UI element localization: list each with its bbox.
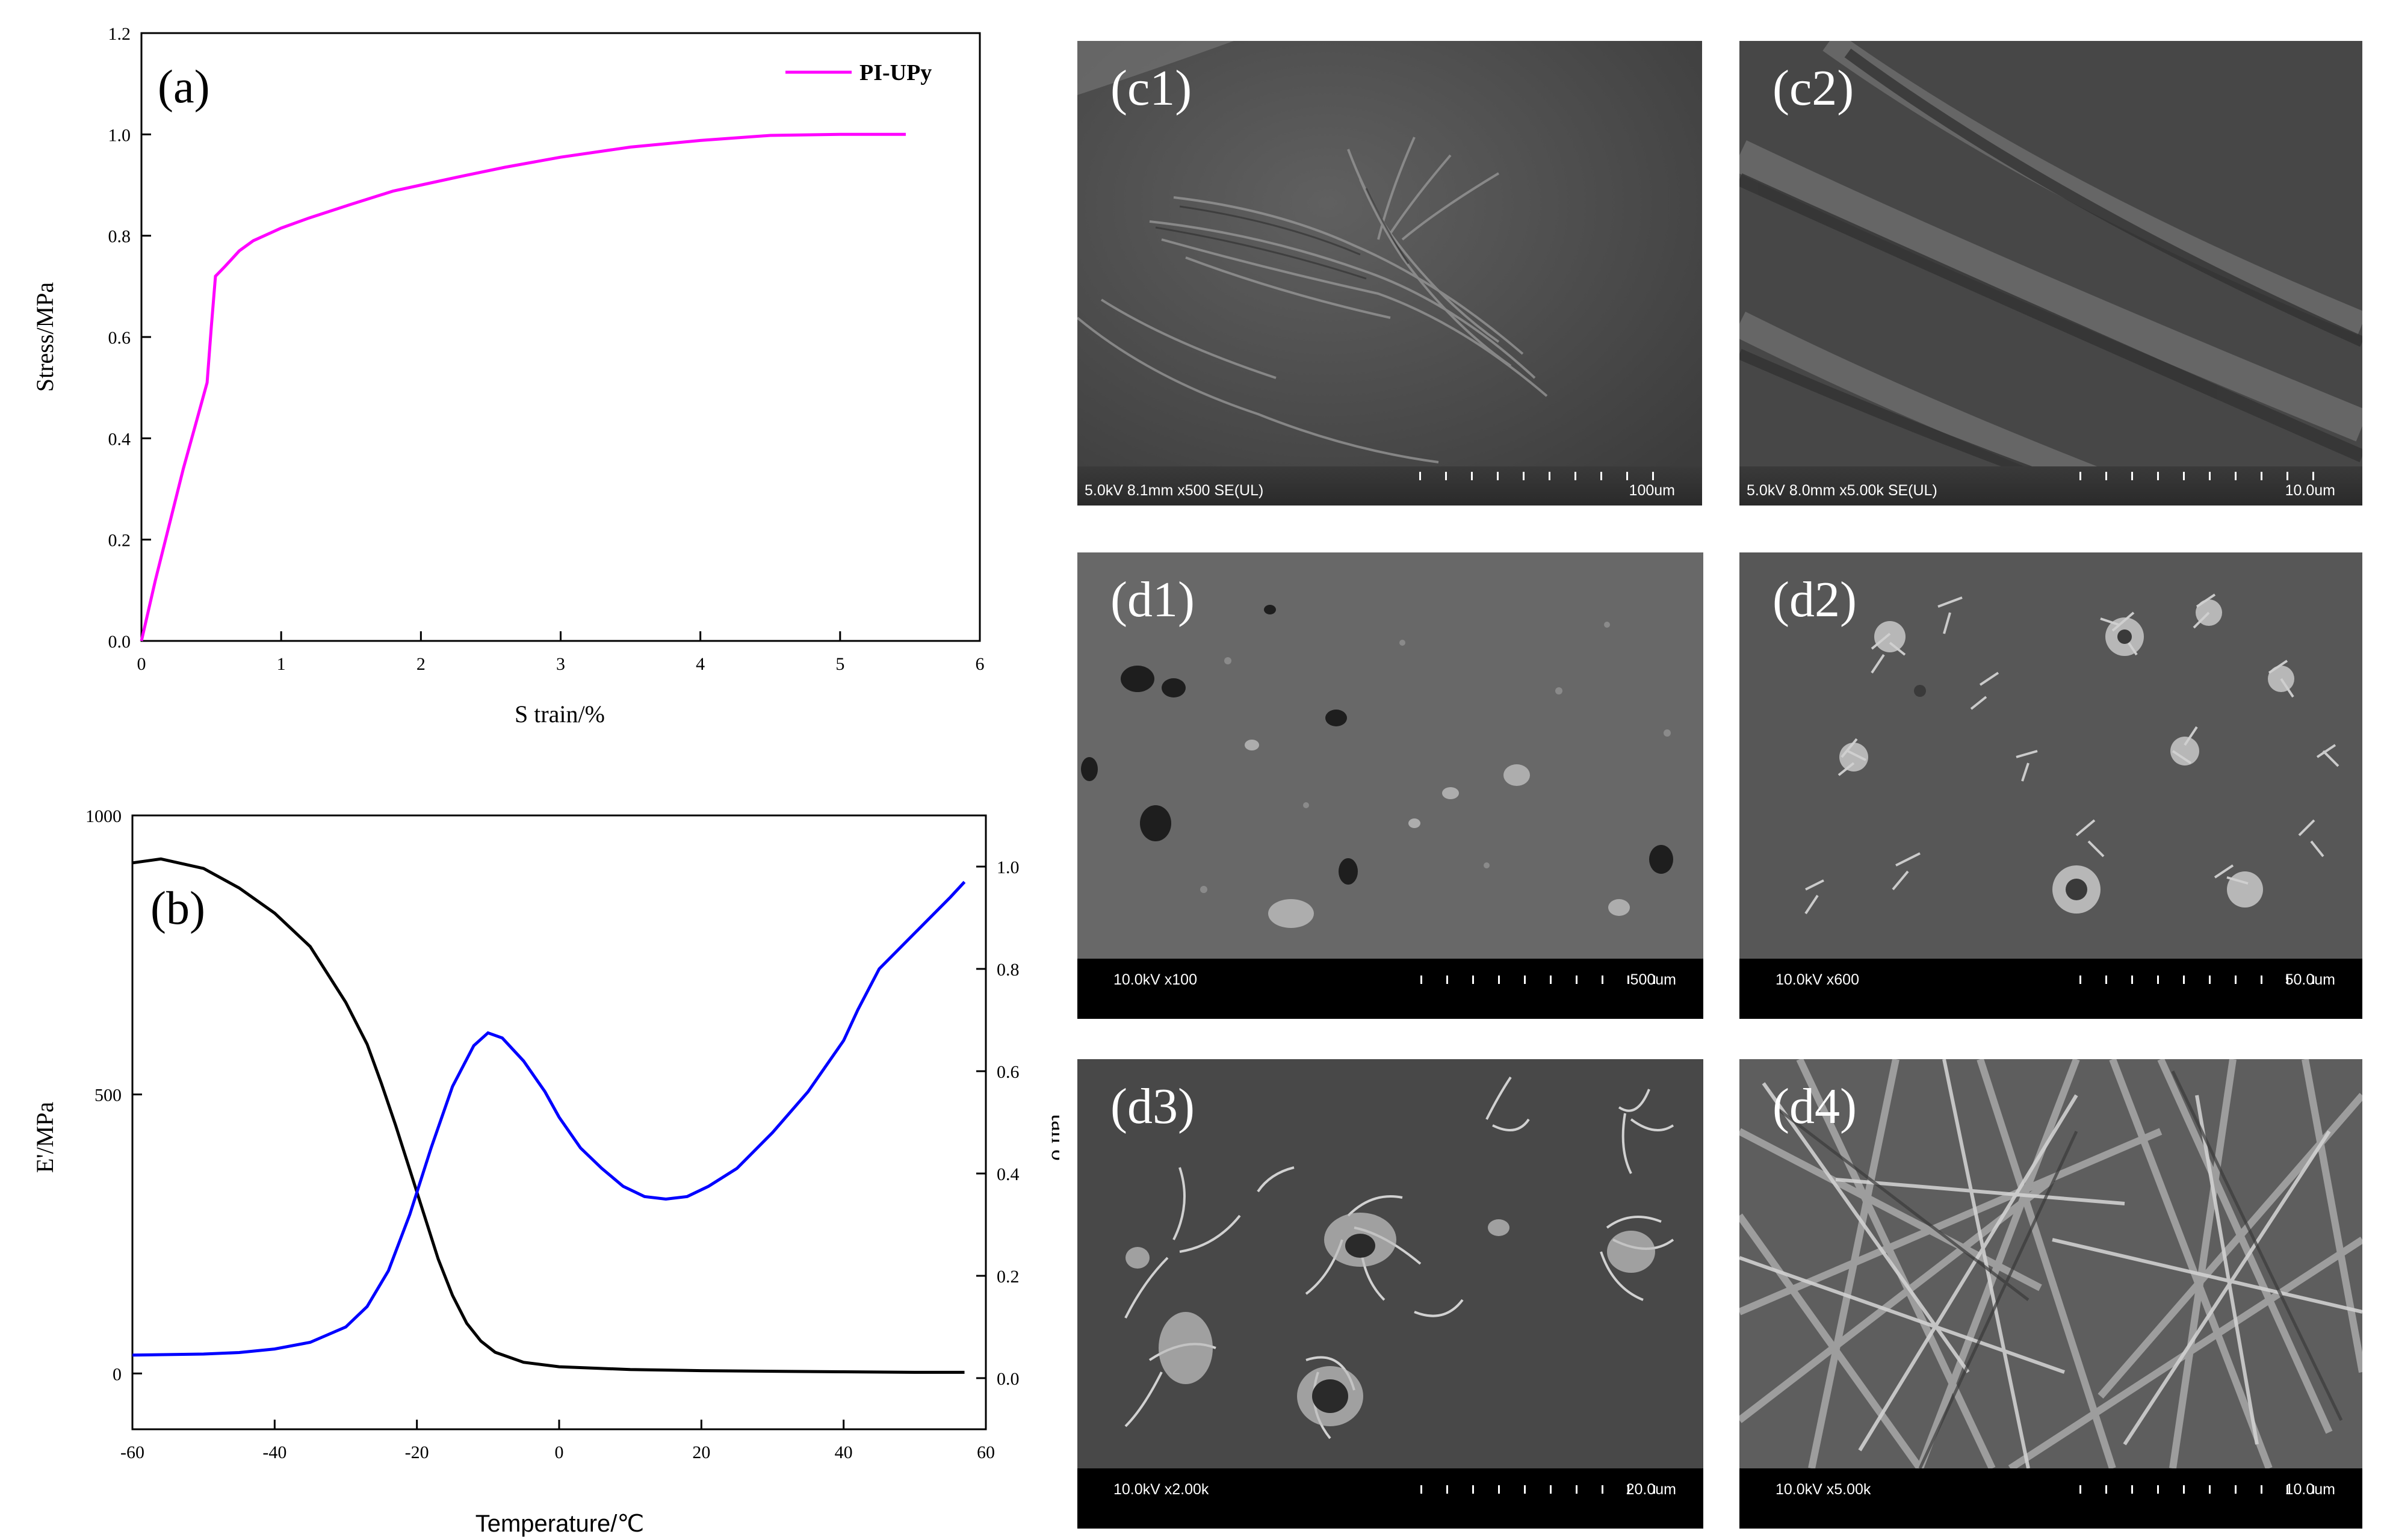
storage-modulus-curve <box>132 857 965 1374</box>
scale-bar <box>2079 976 2338 984</box>
fibrous-aggregate-texture <box>1077 1059 1703 1529</box>
scale-label: 500um <box>1630 971 1676 988</box>
sem-image-d1: (d1) 10.0kV x100 500um <box>1077 552 1703 1019</box>
sem-image-c2: (c2) 5.0kV 8.0mm x5.00k SE(UL) 10.0um <box>1739 41 2362 506</box>
y-axis-label: Stress/MPa <box>31 282 58 392</box>
sem-info-bar: 10.0kV x5.00k 10.0um <box>1739 1468 2362 1529</box>
surface-wrinkle-texture <box>1739 41 2362 506</box>
sem-info-bar: 5.0kV 8.0mm x5.00k SE(UL) 10.0um <box>1739 466 2362 506</box>
stress-strain-curve <box>140 132 906 642</box>
x-tick-label: 2 <box>416 654 426 674</box>
y-tick-label: 0 <box>113 1364 122 1384</box>
y-tick-label: 0.8 <box>108 227 131 247</box>
y-tick-label: 0.4 <box>108 429 131 449</box>
y-tick-label: 1.2 <box>108 24 131 44</box>
x-tick-label: 5 <box>835 654 844 674</box>
sem-image-d4: (d4) 10.0kV x5.00k 10.0um <box>1739 1059 2362 1529</box>
sem-image-c1: (c1) 5.0kV 8.1mm x500 SE(UL) 100um <box>1077 41 1702 506</box>
panel-tag: (d4) <box>1773 1078 1857 1134</box>
panel-tag: (d1) <box>1110 572 1195 628</box>
x-axis-label: S train/% <box>515 700 605 728</box>
scale-label: 10.0um <box>2285 1481 2335 1498</box>
sem-info-bar: 5.0kV 8.1mm x500 SE(UL) 100um <box>1077 466 1702 506</box>
sem-acquisition-info: 10.0kV x2.00k <box>1113 1481 1209 1498</box>
dense-fiber-network-texture <box>1739 1059 2362 1529</box>
sem-acquisition-info: 10.0kV x600 <box>1776 971 1859 988</box>
x-tick-label: 0 <box>137 654 146 674</box>
panel-b-tag: (b) <box>150 882 205 934</box>
y2-tick-label: 0.6 <box>997 1062 1020 1082</box>
x-axis-ticks: -60 -40 -20 0 20 40 60 <box>120 1420 995 1462</box>
scale-label: 100um <box>1629 482 1675 499</box>
x-axis-label: Temperature/℃ <box>475 1511 645 1537</box>
sem-info-bar: 10.0kV x100 500um <box>1077 959 1703 1019</box>
plot-frame <box>131 814 987 1430</box>
panel-tag: (d2) <box>1773 572 1857 628</box>
x-tick-label: 20 <box>692 1443 710 1462</box>
y-tick-label: 1000 <box>85 806 122 826</box>
y-axis-ticks: 0.0 0.2 0.4 0.6 0.8 1.0 1.2 <box>108 24 151 652</box>
x-tick-label: 4 <box>696 654 705 674</box>
sem-acquisition-info: 10.0kV x100 <box>1113 971 1197 988</box>
x-tick-label: -60 <box>120 1443 144 1462</box>
sem-acquisition-info: 5.0kV 8.1mm x500 SE(UL) <box>1085 482 1264 499</box>
tan-delta-curve <box>132 880 966 1357</box>
sem-info-bar: 10.0kV x600 50.0um <box>1739 959 2362 1019</box>
x-tick-label: 3 <box>556 654 565 674</box>
sem-info-bar: 10.0kV x2.00k 20.0um <box>1077 1468 1703 1529</box>
left-y-axis-ticks: 0 500 1000 <box>85 806 142 1384</box>
y-axis-label: E'/MPa <box>31 1102 58 1174</box>
scale-bar <box>2079 1485 2338 1494</box>
panel-tag: (c1) <box>1110 60 1192 116</box>
x-axis-ticks: 0 1 2 3 4 5 6 <box>137 631 985 674</box>
panel-a-tag: (a) <box>158 60 210 113</box>
y-tick-label: 0.0 <box>108 632 131 652</box>
right-y-axis-ticks: 0.0 0.2 0.4 0.6 0.8 1.0 <box>976 858 1020 1389</box>
y-tick-label: 0.2 <box>108 531 131 551</box>
sem-image-d3: (d3) 10.0kV x2.00k 20.0um <box>1077 1059 1703 1529</box>
scale-label: 20.0um <box>1626 1481 1676 1498</box>
surface-particle-texture <box>1077 552 1703 1019</box>
x-tick-label: 60 <box>977 1443 995 1462</box>
scale-bar <box>1419 472 1678 480</box>
sem-acquisition-info: 5.0kV 8.0mm x5.00k SE(UL) <box>1747 482 1937 499</box>
scale-bar <box>1420 1485 1679 1494</box>
x-tick-label: -20 <box>405 1443 429 1462</box>
stress-strain-chart: 0 1 2 3 4 5 6 0.0 0.2 0.4 0.6 0.8 1.0 1.2 PI-UPy (a)… <box>31 24 985 728</box>
x-tick-label: 6 <box>976 654 985 674</box>
scale-bar <box>2079 472 2338 480</box>
y-tick-label: 0.6 <box>108 328 131 348</box>
y-tick-label: 500 <box>94 1086 122 1106</box>
plot-frame <box>140 32 981 642</box>
x-tick-label: 0 <box>555 1443 564 1462</box>
panel-tag: (c2) <box>1773 60 1854 116</box>
panel-tag: (d3) <box>1110 1078 1195 1134</box>
scale-label: 50.0um <box>2285 971 2335 988</box>
x-tick-label: -40 <box>262 1443 286 1462</box>
y2-tick-label: 1.0 <box>997 858 1020 877</box>
y2-tick-label: 0.8 <box>997 960 1020 980</box>
y2-axis-label: tan δ <box>1047 1114 1059 1161</box>
sem-acquisition-info: 10.0kV x5.00k <box>1776 1481 1871 1498</box>
scale-bar <box>1420 976 1679 984</box>
sem-image-d2: (d2) 10.0kV x600 50.0um <box>1739 552 2362 1019</box>
scale-label: 10.0um <box>2285 482 2335 499</box>
y2-tick-label: 0.4 <box>997 1164 1020 1184</box>
fibrous-aggregate-texture <box>1739 552 2362 1019</box>
x-tick-label: 1 <box>277 654 286 674</box>
legend-label: PI-UPy <box>859 60 932 85</box>
y2-tick-label: 0.0 <box>997 1369 1020 1389</box>
x-tick-label: 40 <box>835 1443 853 1462</box>
y2-tick-label: 0.2 <box>997 1267 1020 1287</box>
y-tick-label: 1.0 <box>108 125 131 145</box>
surface-wrinkle-texture <box>1077 41 1702 506</box>
